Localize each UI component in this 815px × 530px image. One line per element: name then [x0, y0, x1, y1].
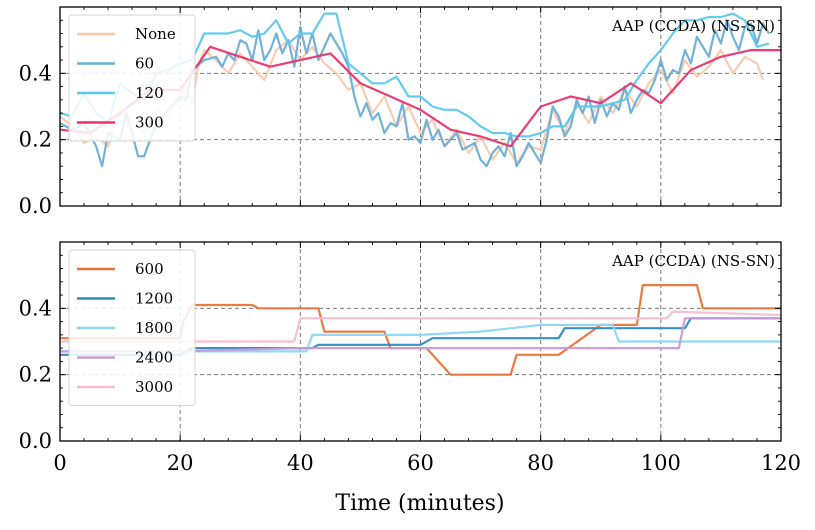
legend: None 60 120 300 [68, 14, 196, 142]
y-tick-label: 0.0 [19, 429, 52, 453]
legend-label-3000: 3000 [135, 378, 173, 396]
x-tick-label: 20 [167, 451, 194, 475]
series-line-3000 [60, 310, 781, 343]
x-tick-label: 60 [407, 451, 434, 475]
legend-label-1200: 1200 [135, 290, 173, 308]
x-tick-label: 120 [761, 451, 801, 475]
legend-label-2400: 2400 [135, 349, 173, 367]
y-tick-label: 0.4 [19, 61, 52, 85]
panel-annotation: AAP (CCDA) (NS-SN) [611, 17, 775, 35]
y-tick-label: 0.0 [19, 194, 52, 218]
series-group [60, 284, 781, 376]
bottom-subplot: 0.0 0.2 0.4 0 20 40 60 80 100 120 AAP (CCDA) (NS-S… [19, 241, 801, 475]
series-line-600 [60, 284, 781, 376]
x-tick-label: 40 [287, 451, 314, 475]
legend-box [68, 249, 196, 406]
series-line-60 [60, 19, 770, 168]
top-subplot: 0.0 0.2 0.4 AAP (CCDA) (NS-SN) None 60 120 300 [19, 6, 782, 218]
series-line-2400 [60, 317, 781, 353]
legend-label-120: 120 [135, 84, 164, 102]
series-line-1800 [60, 323, 781, 353]
legend-label-None: None [135, 25, 176, 43]
x-tick-label: 0 [53, 451, 66, 475]
x-tick-label: 100 [641, 451, 681, 475]
x-axis-title: Time (minutes) [335, 491, 504, 516]
legend: 600 1200 1800 2400 3000 [68, 249, 196, 406]
y-tick-label: 0.4 [19, 296, 52, 320]
x-tick-label: 80 [527, 451, 554, 475]
legend-label-600: 600 [135, 260, 164, 278]
y-tick-label: 0.2 [19, 363, 52, 387]
legend-label-300: 300 [135, 114, 164, 132]
y-tick-label: 0.2 [19, 128, 52, 152]
legend-label-1800: 1800 [135, 319, 173, 337]
legend-label-60: 60 [135, 55, 154, 73]
legend-box [68, 14, 196, 142]
panel-annotation: AAP (CCDA) (NS-SN) [611, 252, 775, 270]
